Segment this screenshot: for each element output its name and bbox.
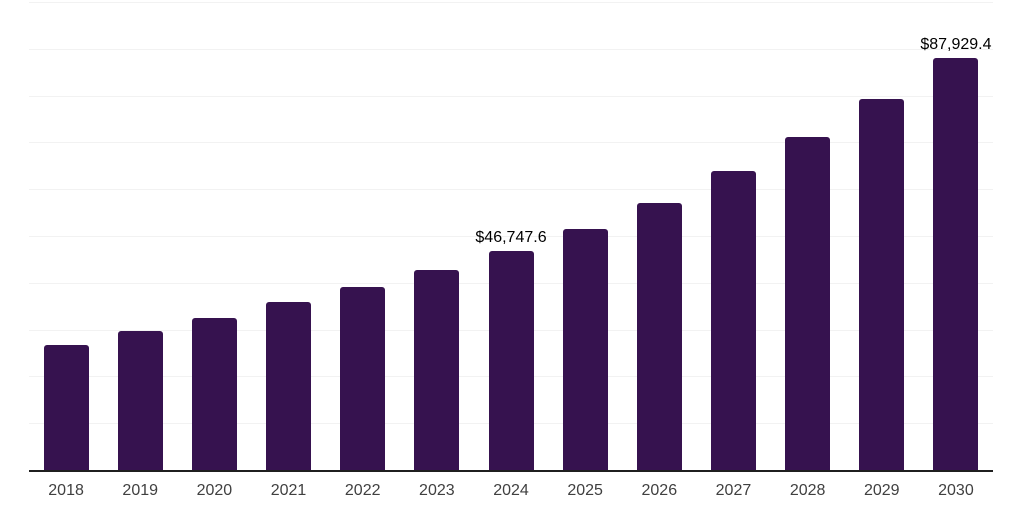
- plot-area: $46,747.6 $87,929.4 2018 2019 2020 2021 2022 2…: [29, 0, 993, 512]
- x-tick-2022: 2022: [344, 482, 381, 499]
- gridline-70000: [29, 142, 993, 144]
- x-tick-2030: 2030: [938, 482, 974, 499]
- x-tick-2023: 2023: [419, 482, 455, 499]
- gridline-60000: [29, 189, 993, 191]
- gridline-80000: [29, 95, 993, 97]
- x-tick-2019: 2019: [122, 482, 159, 499]
- x-tick-2026: 2026: [641, 482, 678, 499]
- bar-2023: [414, 270, 460, 470]
- x-tick-2027: 2027: [715, 482, 752, 499]
- x-tick-2020: 2020: [196, 482, 233, 499]
- bar-2026: [636, 203, 682, 470]
- bar-2030: [933, 58, 979, 470]
- gridline-90000: [29, 48, 993, 50]
- bar-2027: [710, 170, 756, 470]
- x-axis-line: [29, 470, 993, 472]
- x-tick-2021: 2021: [270, 482, 307, 499]
- bar-2021: [266, 301, 312, 470]
- bar-2020: [191, 317, 237, 470]
- bar-2025: [562, 228, 608, 470]
- bar-value-label-2024: $46,747.6: [475, 229, 547, 247]
- x-tick-2024: 2024: [493, 482, 529, 499]
- bar-2029: [859, 98, 905, 470]
- bar-2019: [117, 331, 163, 470]
- gridline-100000: [29, 2, 993, 3]
- x-tick-2028: 2028: [789, 482, 826, 499]
- bar-2022: [340, 287, 386, 470]
- bar-2018: [43, 345, 89, 470]
- x-tick-2018: 2018: [48, 482, 84, 499]
- x-tick-2029: 2029: [863, 482, 900, 499]
- bar-value-label-2030: $87,929.4: [920, 36, 992, 54]
- bar-2024: [488, 251, 534, 470]
- x-tick-2025: 2025: [567, 482, 603, 499]
- bar-2028: [785, 137, 831, 470]
- gridline-50000: [29, 236, 993, 237]
